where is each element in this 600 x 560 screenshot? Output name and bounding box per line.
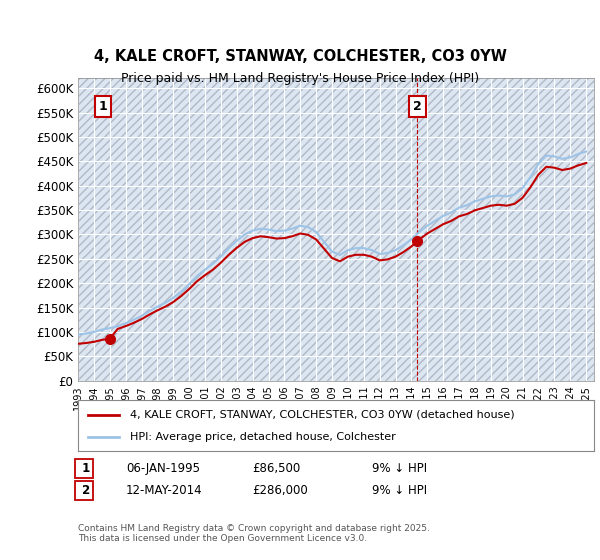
Text: 1: 1 xyxy=(98,100,107,113)
Text: Price paid vs. HM Land Registry's House Price Index (HPI): Price paid vs. HM Land Registry's House … xyxy=(121,72,479,85)
Text: 12-MAY-2014: 12-MAY-2014 xyxy=(126,484,203,497)
Text: 9% ↓ HPI: 9% ↓ HPI xyxy=(372,484,427,497)
Text: £86,500: £86,500 xyxy=(252,462,300,475)
Text: 1: 1 xyxy=(78,462,90,475)
Text: £286,000: £286,000 xyxy=(252,484,308,497)
Text: 9% ↓ HPI: 9% ↓ HPI xyxy=(372,462,427,475)
Text: Contains HM Land Registry data © Crown copyright and database right 2025.
This d: Contains HM Land Registry data © Crown c… xyxy=(78,524,430,543)
Text: 2: 2 xyxy=(78,484,90,497)
Text: 06-JAN-1995: 06-JAN-1995 xyxy=(126,462,200,475)
Text: HPI: Average price, detached house, Colchester: HPI: Average price, detached house, Colc… xyxy=(130,432,395,442)
Text: 4, KALE CROFT, STANWAY, COLCHESTER, CO3 0YW: 4, KALE CROFT, STANWAY, COLCHESTER, CO3 … xyxy=(94,49,506,64)
Text: 4, KALE CROFT, STANWAY, COLCHESTER, CO3 0YW (detached house): 4, KALE CROFT, STANWAY, COLCHESTER, CO3 … xyxy=(130,409,514,419)
Text: 2: 2 xyxy=(413,100,422,113)
